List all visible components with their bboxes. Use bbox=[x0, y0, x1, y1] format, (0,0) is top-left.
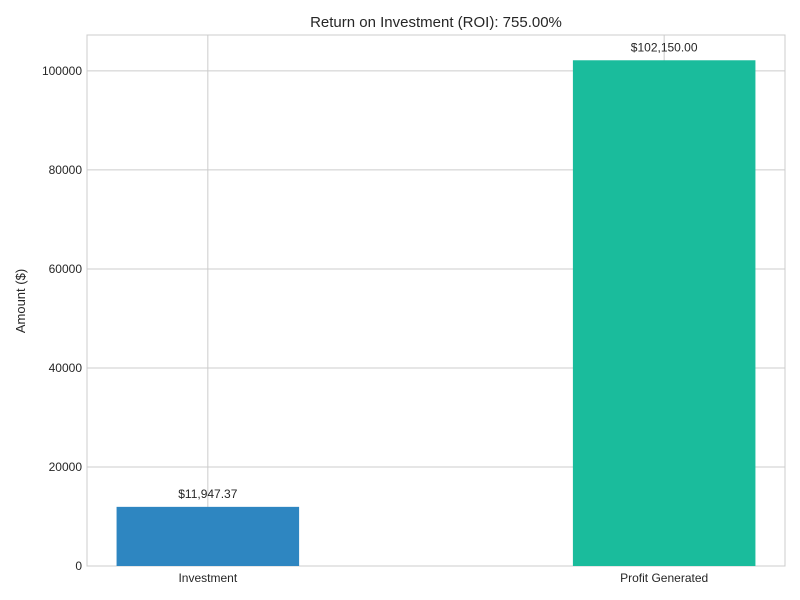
bar-value-label: $102,150.00 bbox=[631, 40, 698, 54]
bar-investment bbox=[116, 506, 300, 566]
bars-group bbox=[116, 60, 756, 566]
x-tick-label: Investment bbox=[178, 571, 237, 585]
y-tick-label: 20000 bbox=[49, 460, 83, 474]
x-tick-labels-group: Investment Profit Generated bbox=[178, 571, 708, 585]
y-tick-label: 80000 bbox=[49, 163, 83, 177]
y-tick-label: 60000 bbox=[49, 262, 83, 276]
plot-area-frame bbox=[86, 34, 786, 567]
y-tick-label: 100000 bbox=[42, 64, 82, 78]
bar-value-label: $11,947.37 bbox=[178, 487, 237, 501]
chart-title: Return on Investment (ROI): 755.00% bbox=[310, 14, 562, 31]
y-tick-label: 40000 bbox=[49, 361, 83, 375]
data-labels-group: $11,947.37 $102,150.00 bbox=[178, 40, 698, 501]
y-axis-label: Amount ($) bbox=[13, 269, 28, 333]
y-tick-label: 0 bbox=[75, 559, 82, 573]
bar-profit-generated bbox=[572, 60, 756, 566]
x-tick-label: Profit Generated bbox=[620, 571, 708, 585]
y-tick-labels-group: 0 20000 40000 60000 80000 100000 bbox=[42, 64, 82, 573]
